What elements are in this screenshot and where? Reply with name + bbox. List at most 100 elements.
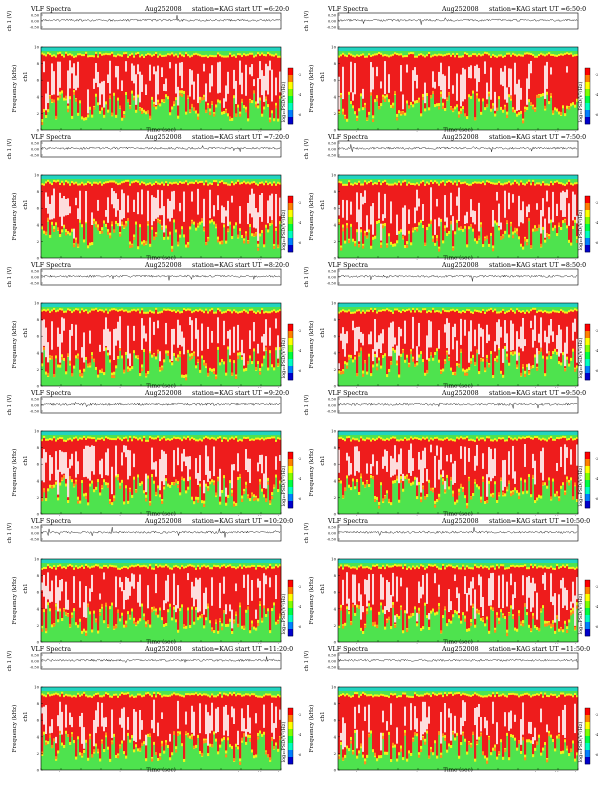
energy-red [426,694,429,731]
energy-red [231,56,234,118]
energy-white [79,581,82,608]
energy-red [544,185,547,240]
energy-red [372,312,375,365]
energy-white [370,62,373,93]
energy-red [382,182,385,224]
energy-white [203,198,206,227]
energy-red [546,313,549,357]
energy-red [416,567,419,624]
energy-orange [273,245,276,249]
freq-tick-label: 4 [334,94,337,99]
energy-orange [568,482,571,486]
energy-orange [51,356,54,360]
energy-red [157,567,160,615]
energy-orange [207,603,210,607]
energy-red [378,311,381,358]
energy-orange [179,92,182,96]
energy-red [546,441,549,486]
panel-title: VLF Spectra [30,6,71,13]
energy-orange [127,217,130,221]
energy-red [143,57,146,110]
time-xlabel: Time (sec) [443,127,473,133]
time-tick-label: 0 [40,771,43,773]
energy-white [41,707,44,714]
energy-white [61,451,64,475]
energy-red [85,53,88,118]
time-tick-label: 120 [574,387,582,389]
panel-title: VLF Spectra [327,646,368,653]
energy-red [49,568,52,609]
energy-red [95,309,98,367]
energy-white [354,63,357,95]
energy-orange [77,355,80,359]
energy-red [231,183,234,237]
energy-white [358,583,361,602]
energy-red [338,697,341,755]
energy-white [380,574,383,600]
time-tick-label: 60 [456,387,461,389]
energy-white [416,346,419,361]
energy-white [416,189,419,211]
energy-white [530,60,533,74]
energy-orange [107,624,110,628]
energy-white [340,732,343,741]
energy-white [460,74,463,107]
energy-white [217,195,220,211]
energy-red [564,54,567,114]
energy-orange [470,496,473,500]
energy-orange [410,351,413,355]
energy-white [406,587,409,614]
energy-white [444,75,447,100]
energy-red [277,696,280,749]
energy-red [408,183,411,231]
energy-white [504,320,507,343]
time-tick-label: 120 [574,131,582,133]
energy-red [376,566,379,625]
energy-white [65,198,68,216]
energy-orange [85,496,88,500]
energy-white [350,463,353,475]
energy-orange [348,240,351,244]
energy-red [131,183,134,244]
energy-orange [175,479,178,483]
amp-tick-label: 0.50 [328,14,337,18]
energy-white [478,68,481,83]
energy-white [574,194,577,217]
energy-white [251,64,254,77]
energy-red [520,56,523,111]
energy-orange [217,239,220,243]
energy-white [127,195,130,213]
energy-red [129,185,132,242]
time-tick-label: 10 [356,643,361,645]
energy-red [173,694,176,732]
energy-red [141,441,144,482]
energy-white [43,319,46,346]
energy-red [426,183,429,228]
energy-red [111,310,114,373]
energy-white [47,81,50,104]
energy-red [410,569,413,615]
energy-red [568,312,571,364]
time-tick-label: 50 [139,643,144,645]
energy-red [227,566,230,624]
energy-red [87,567,90,604]
start-ut-label: start UT =8:20:0 [235,262,289,269]
energy-orange [101,740,104,744]
energy-white [91,574,94,592]
energy-red [556,566,559,616]
energy-red [352,185,355,239]
energy-white [275,318,278,329]
energy-red [380,695,383,756]
colorbar-tick-label: -6 [595,625,598,629]
energy-orange [522,120,525,124]
energy-white [506,581,509,607]
energy-white [65,581,68,610]
panel-title: VLF Spectra [327,518,368,525]
energy-white [576,215,579,224]
energy-red [394,695,397,745]
energy-white [109,331,112,356]
energy-white [426,573,429,604]
energy-red [506,54,509,112]
energy-red [79,313,82,370]
energy-white [400,448,403,475]
